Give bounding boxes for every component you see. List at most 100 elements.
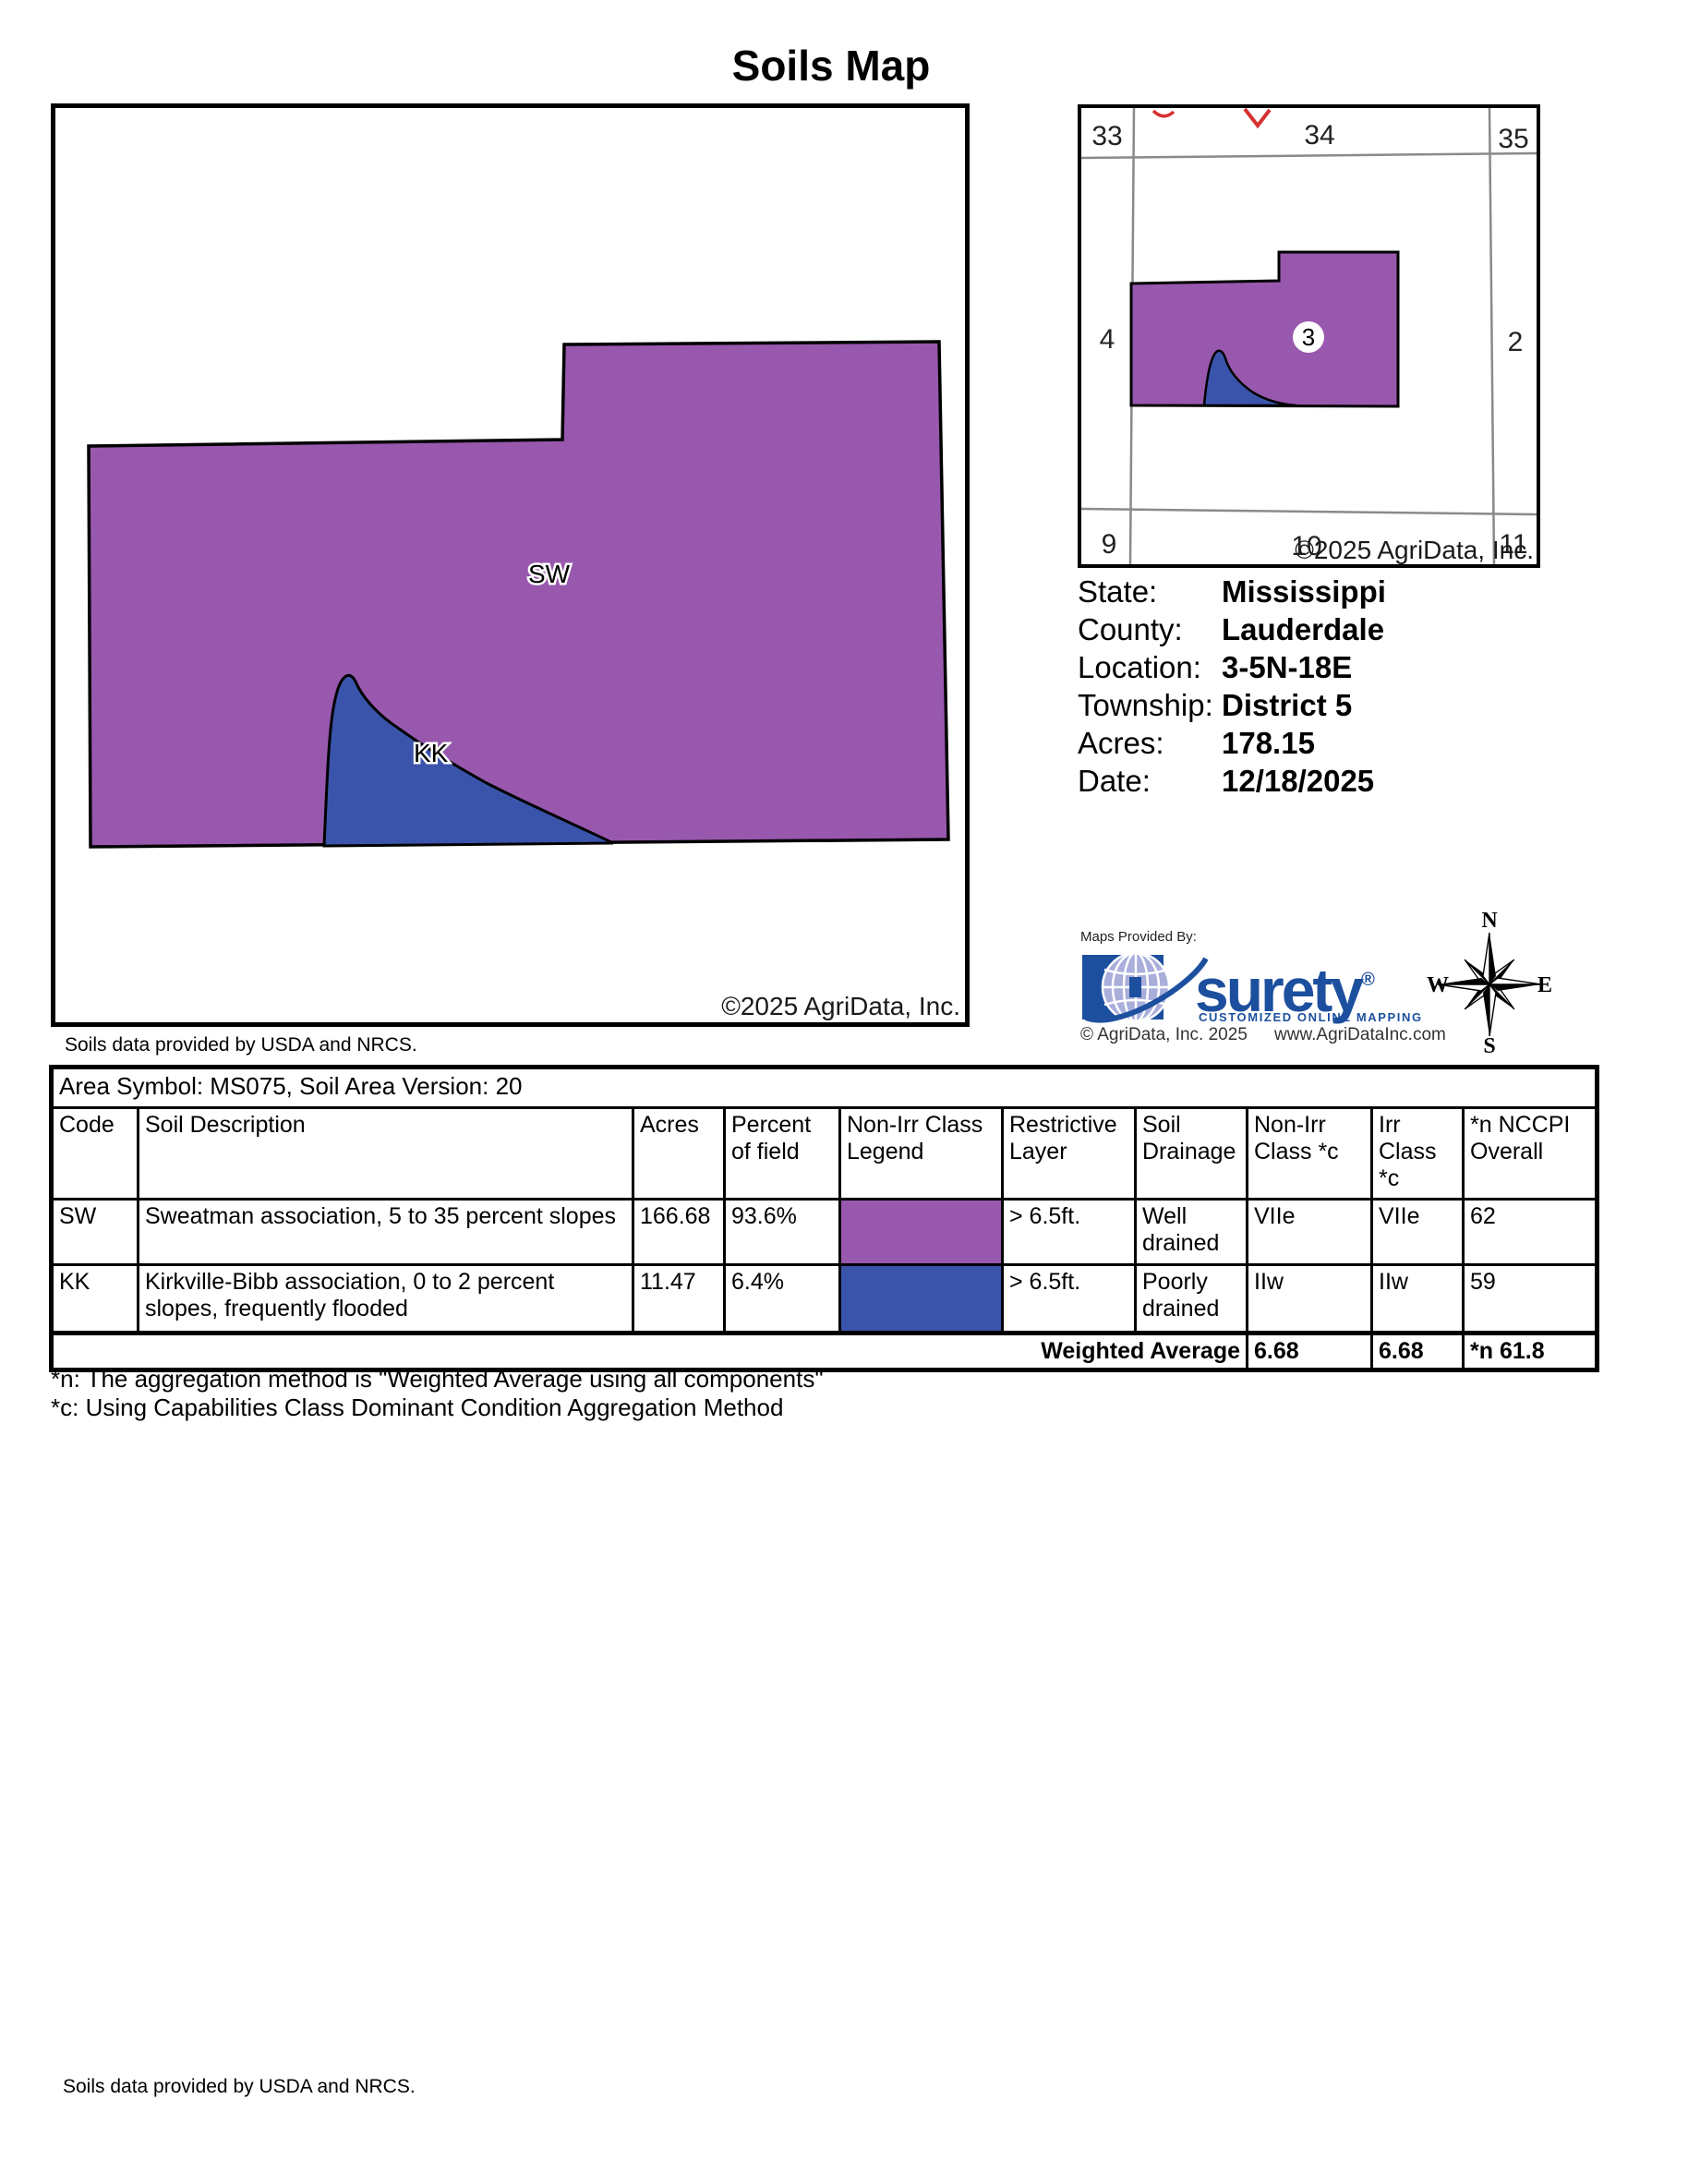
registered-mark: ® bbox=[1361, 970, 1375, 990]
locator-kk-polygon bbox=[1202, 349, 1297, 407]
section-line-horizontal-bottom bbox=[1080, 507, 1537, 516]
location-value: 3-5N-18E bbox=[1222, 650, 1353, 684]
soil-area-sw-polygon bbox=[87, 340, 950, 849]
area-symbol-row: Area Symbol: MS075, Soil Area Version: 2… bbox=[49, 1066, 1599, 1109]
globe-icon bbox=[1082, 951, 1209, 1023]
footnote-n: *n: The aggregation method is "Weighted … bbox=[51, 1365, 824, 1393]
section-number-35: 35 bbox=[1498, 124, 1528, 154]
header-code: Code bbox=[50, 1106, 139, 1201]
weighted-average-label: Weighted Average bbox=[49, 1331, 1248, 1371]
state-value: Mississippi bbox=[1222, 574, 1386, 609]
kk-description: Kirkville-Bibb association, 0 to 2 perce… bbox=[137, 1263, 634, 1334]
kk-irr-class: IIw bbox=[1370, 1263, 1465, 1334]
agridata-copyright: © AgriData, Inc. 2025 bbox=[1080, 1025, 1248, 1044]
info-row-date: Date: 12/18/2025 bbox=[1078, 762, 1512, 800]
maps-provided-by-label: Maps Provided By: bbox=[1080, 929, 1197, 945]
kk-nccpi: 59 bbox=[1461, 1263, 1599, 1334]
soils-table: Area Symbol: MS075, Soil Area Version: 2… bbox=[49, 1065, 1600, 1372]
sw-restrictive-layer: > 6.5ft. bbox=[1001, 1198, 1137, 1266]
main-soils-map: SW KK ©2025 AgriData, Inc. bbox=[51, 103, 970, 1027]
kk-percent: 6.4% bbox=[723, 1263, 841, 1334]
compass-south-label: S bbox=[1483, 1034, 1495, 1056]
compass-rose-drawing: N S W E bbox=[1427, 909, 1552, 1058]
header-percent-of-field: Percent of field bbox=[723, 1106, 841, 1201]
sw-non-irr-class: VIIe bbox=[1246, 1198, 1373, 1266]
main-map-drawing: SW KK ©2025 AgriData, Inc. bbox=[87, 340, 960, 1020]
kk-code: KK bbox=[50, 1263, 139, 1334]
header-restrictive-layer: Restrictive Layer bbox=[1001, 1106, 1137, 1201]
acres-value: 178.15 bbox=[1222, 726, 1315, 760]
sw-irr-class: VIIe bbox=[1370, 1198, 1465, 1266]
location-label: Location: bbox=[1078, 650, 1201, 684]
section-line-horizontal-top bbox=[1080, 151, 1537, 160]
table-header-row: Code Soil Description Acres Percent of f… bbox=[50, 1106, 1599, 1201]
agridata-website: www.AgriDataInc.com bbox=[1274, 1025, 1446, 1044]
weighted-nccpi: *n 61.8 bbox=[1461, 1331, 1599, 1371]
section-number-2: 2 bbox=[1508, 327, 1524, 357]
section-number-4: 4 bbox=[1100, 324, 1115, 355]
header-non-irr-class-legend: Non-Irr Class Legend bbox=[838, 1106, 1004, 1201]
footnotes-block: *n: The aggregation method is "Weighted … bbox=[51, 1365, 824, 1422]
main-map-copyright: ©2025 AgriData, Inc. bbox=[721, 992, 960, 1020]
section-number-10: 10 bbox=[1291, 531, 1321, 561]
field-marker-circle bbox=[1293, 321, 1324, 353]
soils-data-table: Area Symbol: MS075, Soil Area Version: 2… bbox=[49, 1065, 1600, 1372]
kk-restrictive-layer: > 6.5ft. bbox=[1001, 1263, 1137, 1334]
field-marker-number: 3 bbox=[1302, 323, 1315, 351]
usda-note-bottom: Soils data provided by USDA and NRCS. bbox=[63, 2076, 416, 2097]
locator-map-drawing: 3 33 34 35 4 2 9 10 11 ©2025 AgriData, I… bbox=[1080, 107, 1537, 565]
surety-brand-text: surety bbox=[1195, 956, 1364, 1024]
locator-parcel-polygon bbox=[1129, 250, 1400, 408]
section-number-33: 33 bbox=[1091, 121, 1122, 151]
sw-drainage: Well drained bbox=[1134, 1198, 1248, 1266]
state-label: State: bbox=[1078, 574, 1158, 609]
red-road-mark-left bbox=[1151, 109, 1176, 118]
surety-tagline: CUSTOMIZED ONLINE MAPPING bbox=[1199, 1010, 1423, 1024]
kk-non-irr-class: IIw bbox=[1246, 1263, 1373, 1334]
page-title: Soils Map bbox=[731, 42, 931, 90]
red-road-mark-chevron bbox=[1243, 107, 1272, 129]
header-non-irr-class: Non-Irr Class *c bbox=[1246, 1106, 1373, 1201]
county-value: Lauderdale bbox=[1222, 612, 1385, 646]
table-row-sw: SW Sweatman association, 5 to 35 percent… bbox=[50, 1198, 1599, 1266]
sw-nccpi: 62 bbox=[1461, 1198, 1599, 1266]
section-number-9: 9 bbox=[1102, 529, 1117, 560]
sw-description: Sweatman association, 5 to 35 percent sl… bbox=[137, 1198, 634, 1266]
soil-area-kk-polygon bbox=[322, 674, 614, 848]
section-line-vertical-right bbox=[1488, 107, 1496, 565]
county-label: County: bbox=[1078, 612, 1183, 646]
info-row-state: State: Mississippi bbox=[1078, 573, 1512, 610]
acres-label: Acres: bbox=[1078, 726, 1164, 760]
compass-north-label: N bbox=[1481, 912, 1498, 933]
township-label: Township: bbox=[1078, 688, 1213, 722]
sw-percent: 93.6% bbox=[723, 1198, 841, 1266]
compass-west-label: W bbox=[1427, 973, 1449, 997]
footnote-c: *c: Using Capabilities Class Dominant Co… bbox=[51, 1394, 784, 1421]
township-value: District 5 bbox=[1222, 688, 1353, 722]
section-number-11: 11 bbox=[1499, 529, 1527, 560]
surety-globe-icon bbox=[1080, 949, 1219, 1032]
info-row-acres: Acres: 178.15 bbox=[1078, 724, 1512, 762]
compass-cardinal-points bbox=[1437, 932, 1542, 1037]
weighted-irr: 6.68 bbox=[1370, 1331, 1465, 1371]
sw-map-label: SW bbox=[528, 560, 571, 588]
parcel-info-block: State: Mississippi County: Lauderdale Lo… bbox=[1078, 573, 1512, 800]
header-nccpi-overall: *n NCCPI Overall bbox=[1461, 1106, 1599, 1201]
usda-note-top: Soils data provided by USDA and NRCS. bbox=[65, 1034, 417, 1056]
weighted-non-irr: 6.68 bbox=[1246, 1331, 1373, 1371]
sw-acres: 166.68 bbox=[632, 1198, 726, 1266]
header-irr-class: Irr Class *c bbox=[1370, 1106, 1465, 1201]
section-number-34: 34 bbox=[1304, 120, 1334, 151]
sw-code: SW bbox=[50, 1198, 139, 1266]
compass-east-label: E bbox=[1537, 973, 1552, 997]
info-row-location: Location: 3-5N-18E bbox=[1078, 648, 1512, 686]
kk-drainage: Poorly drained bbox=[1134, 1263, 1248, 1334]
sw-legend-swatch bbox=[838, 1198, 1004, 1266]
info-row-township: Township: District 5 bbox=[1078, 686, 1512, 724]
locator-copyright: ©2025 AgriData, Inc. bbox=[1295, 536, 1534, 564]
kk-acres: 11.47 bbox=[632, 1263, 726, 1334]
kk-legend-swatch bbox=[838, 1263, 1004, 1334]
kk-map-label: KK bbox=[414, 739, 449, 767]
header-acres: Acres bbox=[632, 1106, 726, 1201]
